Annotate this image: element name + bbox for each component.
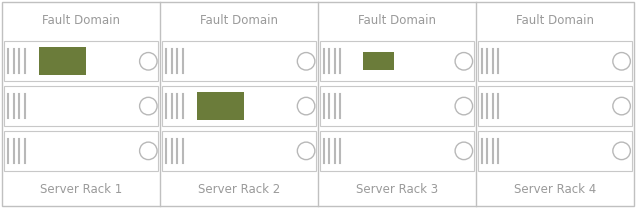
Bar xyxy=(197,92,244,120)
Bar xyxy=(4,86,158,126)
Bar xyxy=(4,41,158,81)
Bar xyxy=(320,86,474,126)
Bar xyxy=(363,52,394,70)
Bar xyxy=(478,41,632,81)
Bar xyxy=(162,86,316,126)
Bar xyxy=(4,131,158,171)
Bar xyxy=(162,131,316,171)
Text: Server Rack 4: Server Rack 4 xyxy=(513,183,596,196)
Text: Server Rack 2: Server Rack 2 xyxy=(198,183,280,196)
Text: Server Rack 3: Server Rack 3 xyxy=(356,183,438,196)
Bar xyxy=(39,47,86,75)
Text: Server Rack 1: Server Rack 1 xyxy=(40,183,123,196)
Bar xyxy=(478,131,632,171)
Text: Fault Domain: Fault Domain xyxy=(43,14,120,27)
Text: Fault Domain: Fault Domain xyxy=(200,14,278,27)
Bar xyxy=(478,86,632,126)
Bar xyxy=(320,131,474,171)
Text: Fault Domain: Fault Domain xyxy=(516,14,593,27)
Bar xyxy=(162,41,316,81)
Text: Fault Domain: Fault Domain xyxy=(358,14,436,27)
Bar xyxy=(320,41,474,81)
